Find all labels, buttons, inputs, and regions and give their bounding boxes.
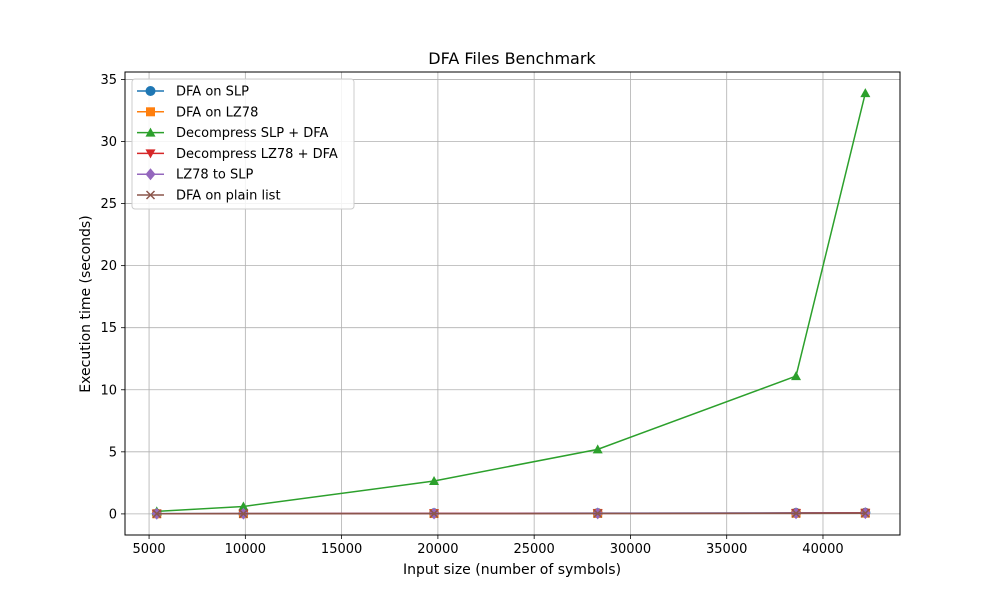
- data-point-dfa-on-plain-list-stroke: [860, 508, 870, 518]
- legend-label: DFA on LZ78: [176, 105, 258, 120]
- data-point-dfa-on-plain-list: [429, 509, 439, 519]
- data-point-dfa-on-plain-list-stroke: [593, 508, 603, 519]
- legend-marker: [145, 190, 156, 200]
- series-group: [151, 88, 871, 520]
- y-tick-label: 5: [109, 445, 117, 460]
- data-point-dfa-on-plain-list: [238, 509, 248, 519]
- legend-label: DFA on SLP: [176, 85, 249, 100]
- x-tick-label: 10000: [225, 542, 266, 557]
- data-point-dfa-on-plain-list-stroke: [238, 509, 248, 519]
- series-dfa-on-plain-list: [152, 508, 870, 519]
- legend-item-decompress-slp-dfa: Decompress SLP + DFA: [137, 126, 329, 141]
- legend-box: [131, 78, 355, 210]
- data-point-dfa-on-plain-list: [791, 508, 801, 518]
- legend-marker: [145, 86, 156, 96]
- y-tick-label: 35: [100, 73, 117, 88]
- y-tick-label: 30: [100, 135, 117, 150]
- data-point-decompress-slp-dfa: [238, 501, 249, 511]
- x-tick-label: 15000: [321, 542, 362, 557]
- y-axis-label: Execution time (seconds): [78, 215, 94, 392]
- data-point-dfa-on-plain-list: [860, 508, 870, 518]
- data-point-dfa-on-plain-list-stroke: [429, 509, 439, 519]
- legend-label: Decompress SLP + DFA: [176, 126, 329, 141]
- x-tick-label: 30000: [610, 542, 651, 557]
- y-tick-label: 0: [109, 507, 117, 522]
- y-tick-label: 10: [100, 383, 117, 398]
- data-point-dfa-on-plain-list: [152, 509, 162, 519]
- axis-ticks: 5000 10000 15000 20000 25000 30000 35000 40000 0…: [100, 73, 843, 557]
- data-point-dfa-on-plain-list-stroke: [152, 509, 162, 519]
- x-tick-label: 40000: [802, 542, 843, 557]
- legend-item-dfa-on-slp: DFA on SLP: [137, 85, 249, 100]
- y-tick-label: 20: [100, 259, 117, 274]
- x-tick-label: 20000: [417, 542, 458, 557]
- data-point-decompress-slp-dfa: [860, 88, 871, 98]
- legend-marker: [145, 127, 156, 137]
- legend-item-dfa-on-plain-list: DFA on plain list: [137, 189, 281, 204]
- series-line-decompress-slp-dfa: [156, 92, 867, 513]
- legend-marker: [145, 168, 156, 181]
- legend-label: DFA on plain list: [176, 189, 281, 204]
- data-point-decompress-slp-dfa: [429, 476, 440, 486]
- grid: [125, 72, 900, 535]
- data-point-decompress-slp-dfa: [791, 371, 802, 381]
- data-point-dfa-on-plain-list-stroke: [791, 508, 801, 518]
- legend-marker-stroke: [145, 190, 156, 200]
- y-tick-label: 15: [100, 321, 117, 336]
- y-tick-label: 25: [100, 197, 117, 212]
- legend-label: LZ78 to SLP: [176, 168, 254, 183]
- legend-label: Decompress LZ78 + DFA: [176, 147, 338, 162]
- x-axis-label: Input size (number of symbols): [403, 562, 621, 578]
- legend-item-dfa-on-lz78: DFA on LZ78: [137, 105, 258, 120]
- legend-item-decompress-lz78-dfa: Decompress LZ78 + DFA: [137, 147, 338, 162]
- x-tick-label: 25000: [513, 542, 554, 557]
- plot-frame: [124, 71, 901, 536]
- data-point-dfa-on-plain-list: [593, 508, 603, 519]
- chart-title: DFA Files Benchmark: [428, 49, 596, 68]
- x-tick-label: 5000: [133, 542, 166, 557]
- legend-marker: [145, 149, 156, 159]
- data-point-decompress-slp-dfa: [592, 444, 603, 454]
- legend-item-lz78-to-slp: LZ78 to SLP: [137, 168, 254, 183]
- x-tick-label: 35000: [706, 542, 747, 557]
- legend: DFA on SLP DFA on LZ78 Decompress SLP + DF…: [131, 78, 355, 210]
- legend-marker: [146, 107, 155, 117]
